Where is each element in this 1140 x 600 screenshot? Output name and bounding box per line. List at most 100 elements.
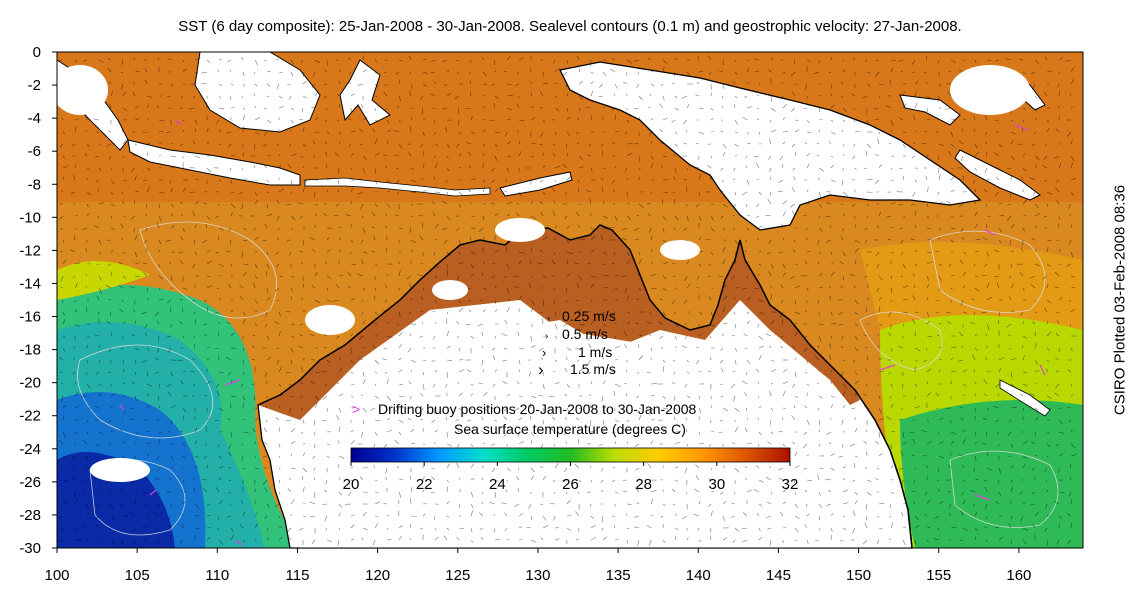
- velocity-arrow: [971, 298, 976, 301]
- velocity-arrow: [311, 539, 316, 544]
- velocity-arrow: [155, 419, 160, 422]
- velocity-arrow: [85, 130, 88, 133]
- velocity-arrow: [1029, 177, 1036, 181]
- velocity-arrow: [410, 83, 413, 89]
- velocity-arrow: [133, 91, 136, 97]
- velocity-arrow: [854, 248, 860, 253]
- velocity-arrow: [854, 455, 859, 458]
- velocity-arrow: [446, 345, 451, 349]
- velocity-arrow: [602, 431, 606, 433]
- velocity-arrow: [902, 311, 908, 314]
- velocity-arrow: [274, 287, 280, 292]
- velocity-arrow: [118, 262, 124, 265]
- velocity-arrow: [215, 383, 220, 388]
- velocity-arrow: [635, 487, 640, 493]
- velocity-arrow: [756, 203, 760, 208]
- velocity-arrow: [122, 179, 127, 182]
- velocity-arrow: [781, 223, 784, 229]
- velocity-arrow: [61, 466, 64, 469]
- velocity-arrow: [95, 443, 100, 447]
- velocity-arrow: [910, 238, 916, 241]
- velocity-arrow: [182, 287, 188, 290]
- velocity-arrow: [434, 275, 438, 279]
- velocity-arrow: [746, 417, 749, 421]
- velocity-arrow: [986, 215, 991, 217]
- velocity-arrow: [530, 92, 532, 97]
- velocity-arrow: [685, 429, 688, 433]
- velocity-arrow: [482, 71, 487, 76]
- velocity-arrow: [659, 335, 664, 339]
- velocity-arrow: [636, 214, 640, 217]
- velocity-arrow: [334, 215, 340, 217]
- velocity-arrow: [290, 153, 297, 157]
- velocity-arrow: [374, 203, 378, 207]
- velocity-arrow: [374, 152, 380, 157]
- velocity-arrow: [122, 139, 127, 145]
- velocity-arrow: [1046, 320, 1048, 325]
- velocity-arrow: [470, 178, 477, 181]
- velocity-arrow: [121, 191, 124, 194]
- velocity-arrow: [182, 501, 186, 505]
- velocity-arrow: [770, 57, 773, 61]
- velocity-arrow: [734, 323, 737, 329]
- velocity-arrow: [974, 441, 978, 445]
- velocity-arrow: [767, 198, 772, 205]
- velocity-arrow: [336, 335, 340, 339]
- velocity-arrow: [770, 369, 776, 373]
- velocity-arrow: [830, 311, 833, 316]
- velocity-arrow: [420, 393, 424, 397]
- velocity-arrow: [107, 57, 112, 61]
- velocity-arrow: [86, 203, 89, 208]
- velocity-arrow: [661, 83, 664, 86]
- velocity-arrow: [950, 287, 953, 290]
- velocity-arrow: [386, 378, 389, 385]
- velocity-arrow: [314, 203, 319, 206]
- velocity-arrow: [214, 347, 220, 350]
- velocity-arrow: [194, 128, 196, 133]
- velocity-arrow: [602, 200, 605, 205]
- velocity-arrow: [1066, 539, 1072, 545]
- velocity-arrow: [590, 537, 596, 541]
- velocity-arrow: [817, 299, 820, 304]
- velocity-arrow: [206, 155, 211, 157]
- velocity-arrow: [959, 539, 964, 541]
- velocity-arrow: [816, 154, 820, 157]
- velocity-arrow: [710, 131, 714, 133]
- velocity-arrow: [421, 407, 424, 412]
- velocity-arrow: [950, 227, 956, 230]
- velocity-arrow: [398, 332, 403, 337]
- velocity-arrow: [854, 491, 858, 496]
- velocity-arrow: [253, 282, 256, 289]
- velocity-arrow: [72, 455, 76, 460]
- velocity-arrow: [326, 249, 331, 253]
- velocity-arrow: [818, 323, 824, 325]
- velocity-arrow: [204, 299, 208, 302]
- velocity-arrow: [914, 331, 917, 337]
- velocity-arrow: [1046, 331, 1052, 337]
- velocity-arrow: [350, 466, 354, 469]
- velocity-arrow: [134, 143, 137, 146]
- velocity-arrow: [946, 311, 952, 314]
- velocity-arrow: [950, 167, 954, 170]
- velocity-arrow: [638, 155, 640, 162]
- velocity-arrow: [829, 286, 832, 289]
- velocity-arrow: [938, 201, 943, 205]
- velocity-arrow: [384, 213, 388, 217]
- velocity-arrow: [372, 128, 376, 133]
- velocity-arrow: [203, 323, 208, 325]
- velocity-arrow: [242, 371, 245, 375]
- velocity-arrow: [709, 175, 712, 181]
- velocity-arrow: [686, 359, 689, 363]
- velocity-arrow: [371, 226, 376, 229]
- velocity-arrow: [396, 465, 400, 469]
- velocity-arrow: [242, 311, 246, 316]
- velocity-arrow: [731, 503, 736, 505]
- velocity-arrow: [253, 165, 256, 169]
- velocity-arrow: [849, 273, 856, 277]
- velocity-arrow: [491, 179, 496, 183]
- velocity-arrow: [649, 94, 652, 97]
- velocity-arrow: [72, 515, 76, 517]
- velocity-arrow: [169, 477, 172, 481]
- velocity-arrow: [254, 407, 260, 410]
- velocity-arrow: [1044, 179, 1048, 182]
